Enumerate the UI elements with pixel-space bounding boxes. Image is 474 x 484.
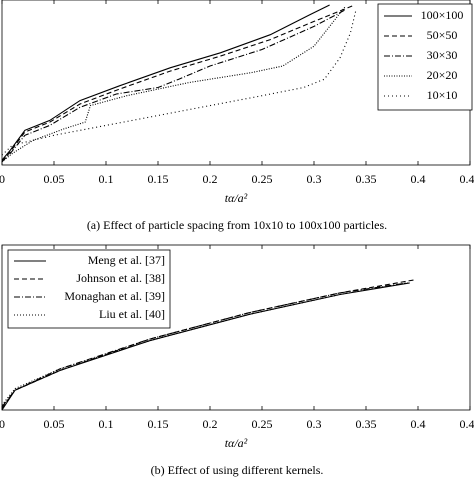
legend-label: Johnson et al. [38] (76, 271, 165, 285)
x-tick-label: 0.45 (460, 172, 474, 186)
x-tick-label: 0.2 (203, 172, 218, 186)
x-tick-label: 0.35 (356, 417, 377, 431)
x-tick-label: 0.25 (252, 172, 273, 186)
x-tick-label: 0.1 (99, 417, 114, 431)
x-tick-label: 0 (0, 417, 5, 431)
legend-label: 20×20 (427, 68, 458, 82)
x-tick-label: 0.25 (252, 417, 273, 431)
x-tick-label: 0 (0, 172, 5, 186)
legend-label: 50×50 (427, 28, 458, 42)
x-tick-label: 0.4 (411, 172, 426, 186)
caption: (a) Effect of particle spacing from 10x1… (87, 218, 387, 232)
series-line (1, 9, 346, 163)
legend-box (377, 3, 473, 111)
caption: (b) Effect of using different kernels. (151, 463, 324, 477)
x-axis-label: tα/a² (225, 436, 248, 450)
x-tick-label: 0.45 (460, 417, 474, 431)
legend-label: 30×30 (427, 48, 458, 62)
x-tick-label: 0.05 (44, 417, 65, 431)
x-tick-label: 0.4 (411, 417, 426, 431)
series-line (1, 11, 357, 156)
x-axis-label: tα/a² (225, 191, 248, 205)
x-tick-label: 0.1 (99, 172, 114, 186)
series-line (1, 4, 355, 163)
plot-frame (1, 244, 471, 411)
legend-label: 10×10 (427, 88, 458, 102)
series-line (1, 282, 408, 406)
x-tick-label: 0.15 (148, 417, 169, 431)
x-tick-label: 0.05 (44, 172, 65, 186)
series-line (1, 6, 346, 163)
x-tick-label: 0.2 (203, 417, 218, 431)
x-tick-label: 0.3 (307, 417, 322, 431)
legend-label: Liu et al. [40] (99, 307, 165, 321)
series-line (1, 282, 408, 408)
x-tick-label: 0.15 (148, 172, 169, 186)
series-line (1, 279, 416, 409)
legend-label: 100×100 (421, 8, 464, 22)
x-tick-label: 0.35 (356, 172, 377, 186)
series-line (1, 4, 330, 161)
x-tick-label: 0.3 (307, 172, 322, 186)
legend-label: Meng et al. [37] (88, 253, 165, 267)
legend-label: Monaghan et al. [39] (64, 289, 165, 303)
